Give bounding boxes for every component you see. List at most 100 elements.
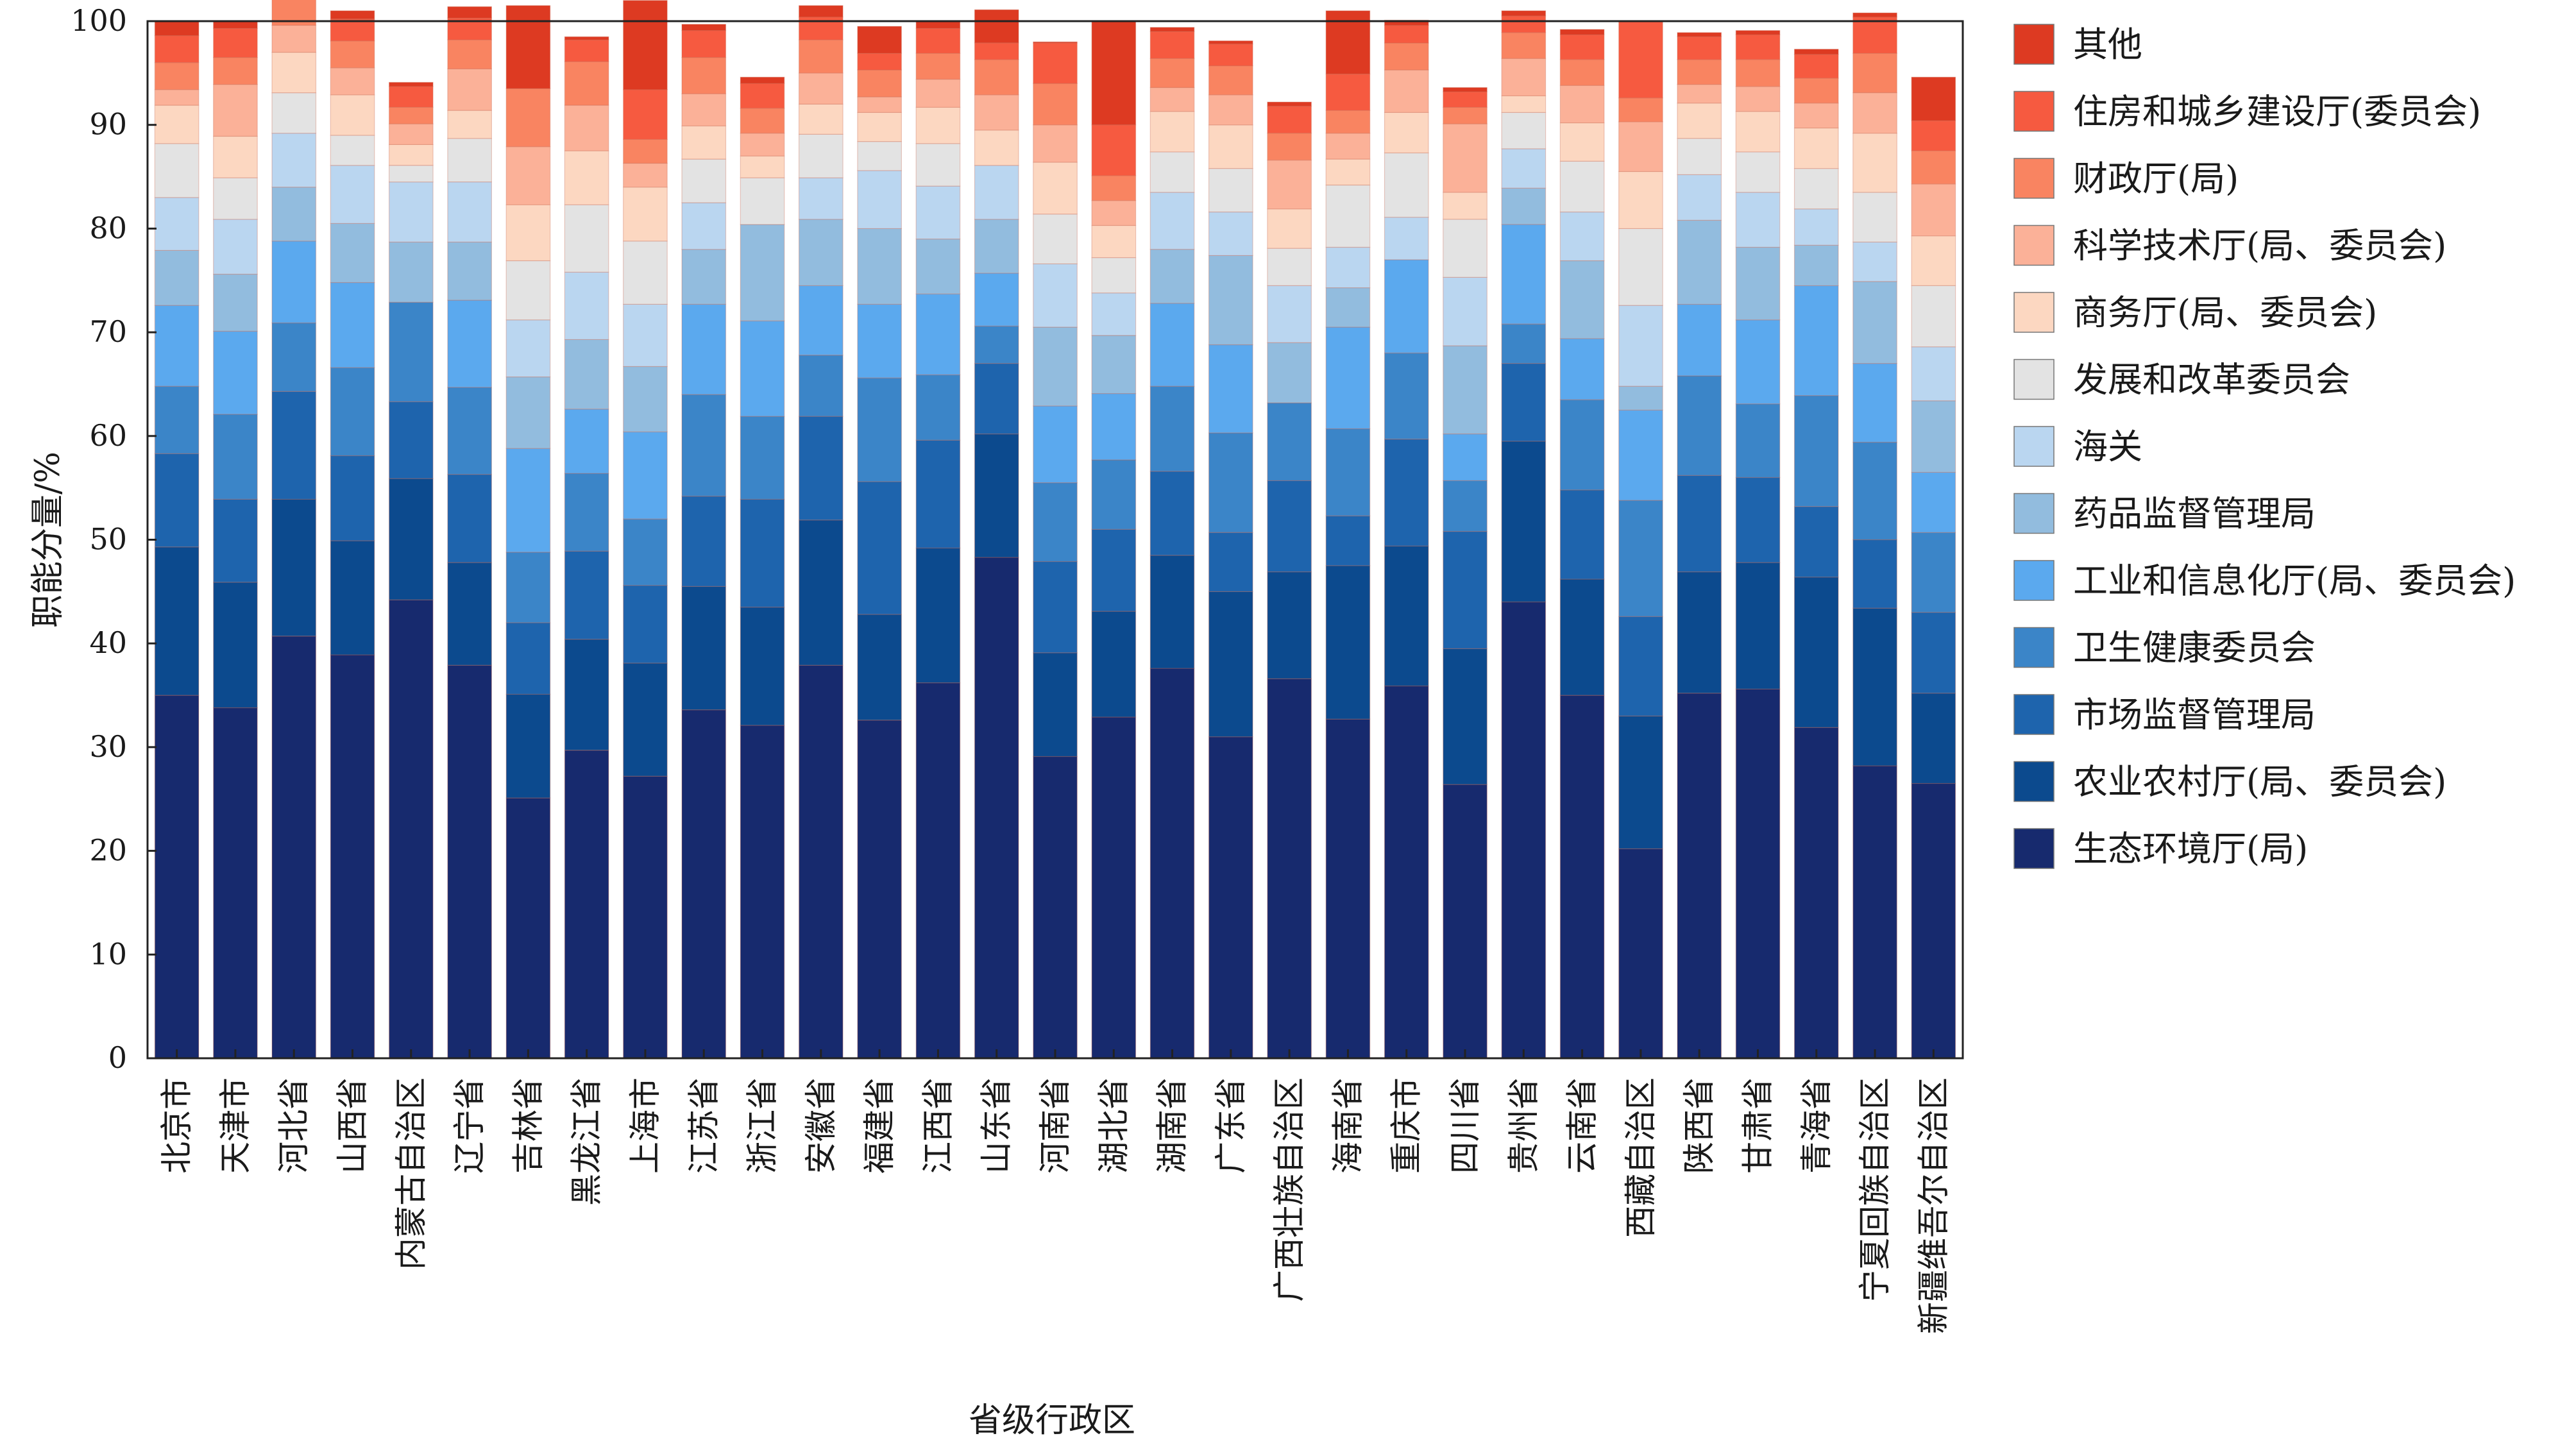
- bar-segment: [447, 110, 493, 139]
- bar-segment: [1501, 95, 1546, 113]
- bar-segment: [505, 88, 551, 148]
- bar-segment: [740, 108, 785, 134]
- bar-segment: [1208, 168, 1253, 213]
- bar-segment: [1793, 128, 1839, 169]
- bar-segment: [1911, 150, 1956, 185]
- bar-segment: [1501, 441, 1546, 603]
- bar-segment: [1325, 133, 1371, 160]
- legend-label: 海关: [2073, 427, 2142, 467]
- bar-segment: [1559, 579, 1605, 696]
- bar-segment: [271, 322, 317, 392]
- legend-swatch: [2013, 359, 2055, 400]
- bar-segment: [271, 391, 317, 500]
- x-tick-label: 山西省: [334, 1077, 371, 1174]
- bar-segment: [1033, 124, 1078, 163]
- bar-segment: [1325, 184, 1371, 248]
- bar-segment: [1618, 305, 1663, 387]
- bar-segment: [1793, 49, 1839, 55]
- bar-segment: [857, 481, 902, 615]
- bar-segment: [447, 68, 493, 111]
- y-tick-label: 50: [89, 522, 127, 557]
- bar-segment: [1618, 121, 1663, 173]
- bar-segment: [740, 498, 785, 608]
- x-axis-title: 省级行政区: [969, 1401, 1135, 1440]
- bar-segment: [1149, 87, 1195, 112]
- bar-segment: [623, 663, 668, 777]
- bar-segment: [1267, 678, 1312, 1059]
- bar-segment: [154, 385, 199, 454]
- bar-segment: [1793, 244, 1839, 286]
- bar-segment: [1091, 21, 1137, 126]
- bar-segment: [1091, 528, 1137, 612]
- bar-segment: [154, 143, 199, 198]
- bar-segment: [1852, 192, 1897, 242]
- x-tick-label: 上海市: [627, 1077, 664, 1174]
- bar-segment: [623, 366, 668, 433]
- bar-segment: [1267, 285, 1312, 343]
- bar-segment: [974, 130, 1019, 166]
- bar-segment: [1559, 160, 1605, 213]
- bar-segment: [1677, 571, 1722, 694]
- bar-segment: [1911, 400, 1956, 473]
- bar-segment: [1618, 848, 1663, 1059]
- bar-segment: [1793, 208, 1839, 246]
- bar-segment: [1677, 103, 1722, 139]
- bar-segment: [1384, 112, 1429, 154]
- bar-segment: [1443, 433, 1487, 481]
- bar-segment: [1208, 211, 1253, 257]
- bar-segment: [213, 135, 258, 178]
- bar-segment: [1852, 765, 1897, 1059]
- bar-segment: [154, 89, 199, 106]
- bar-segment: [1267, 208, 1312, 249]
- bar-segment: [330, 67, 375, 96]
- bar-segment: [1911, 285, 1956, 348]
- bar-segment: [388, 241, 434, 303]
- legend-label: 卫生健康委员会: [2073, 628, 2316, 668]
- bar-segment: [1149, 303, 1195, 387]
- bar-segment: [857, 96, 902, 113]
- bar-segment: [1735, 562, 1781, 689]
- bar-segment: [213, 84, 258, 137]
- bar-segment: [681, 709, 727, 1059]
- bar-segment: [1091, 124, 1137, 176]
- legend-swatch: [2013, 493, 2055, 534]
- legend-swatch: [2013, 761, 2055, 802]
- bar-segment: [1735, 319, 1781, 405]
- bar-segment: [564, 105, 609, 151]
- bar-segment: [1852, 53, 1897, 94]
- bar-segment: [798, 133, 843, 178]
- bar-segment: [154, 21, 199, 37]
- legend-swatch: [2013, 90, 2055, 132]
- bar-segment: [1208, 65, 1253, 96]
- bar-segment: [857, 26, 902, 54]
- bar-segment: [505, 552, 551, 623]
- bar-segment: [1091, 292, 1137, 336]
- x-tick-label: 宁夏回族自治区: [1856, 1077, 1894, 1302]
- x-tick-label: 安徽省: [802, 1077, 840, 1174]
- bar-segment: [681, 495, 727, 587]
- x-tick-label: 陕西省: [1681, 1077, 1718, 1174]
- bar-segment: [857, 377, 902, 482]
- bar-segment: [740, 725, 785, 1059]
- legend-swatch: [2013, 224, 2055, 266]
- bar-segment: [857, 69, 902, 97]
- bar-segment: [857, 303, 902, 378]
- bar-segment: [915, 374, 961, 441]
- bar-segment: [1677, 375, 1722, 476]
- bar-segment: [447, 473, 493, 563]
- bar-segment: [330, 455, 375, 541]
- bar-segment: [1559, 399, 1605, 491]
- bar-segment: [1501, 362, 1546, 442]
- bar-segment: [1559, 211, 1605, 262]
- bar-segment: [623, 162, 668, 188]
- bar-segment: [1033, 162, 1078, 215]
- bar-segment: [1618, 385, 1663, 411]
- bar-segment: [623, 518, 668, 586]
- bar-segment: [1091, 175, 1137, 201]
- bar-segment: [330, 19, 375, 42]
- bar-segment: [213, 582, 258, 709]
- bar-segment: [1735, 30, 1781, 35]
- bar-segment: [1325, 73, 1371, 111]
- bar-segment: [1501, 187, 1546, 225]
- x-tick-label: 甘肃省: [1740, 1077, 1777, 1174]
